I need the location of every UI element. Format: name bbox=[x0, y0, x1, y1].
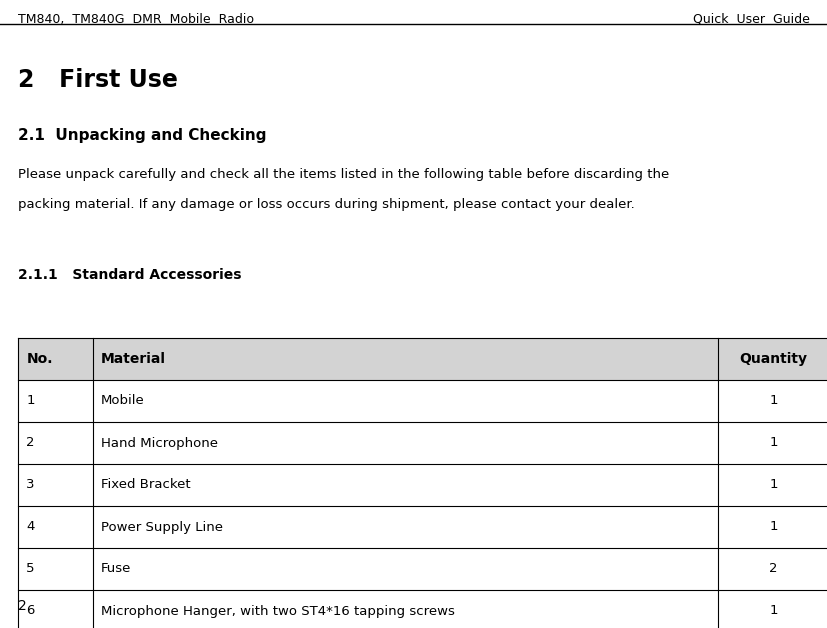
Text: Microphone Hanger, with two ST4*16 tapping screws: Microphone Hanger, with two ST4*16 tappi… bbox=[101, 605, 454, 617]
Text: 1: 1 bbox=[768, 605, 777, 617]
Bar bbox=[18, 548, 827, 590]
Text: Quantity: Quantity bbox=[739, 352, 806, 366]
Text: Quick  User  Guide: Quick User Guide bbox=[692, 13, 809, 26]
Text: Power Supply Line: Power Supply Line bbox=[101, 521, 222, 534]
Text: 5: 5 bbox=[26, 563, 35, 575]
Bar bbox=[18, 380, 827, 422]
Text: 1: 1 bbox=[768, 521, 777, 534]
Text: Fuse: Fuse bbox=[101, 563, 131, 575]
Text: No.: No. bbox=[26, 352, 53, 366]
Text: 2: 2 bbox=[18, 599, 26, 613]
Text: Please unpack carefully and check all the items listed in the following table be: Please unpack carefully and check all th… bbox=[18, 168, 668, 181]
Text: 1: 1 bbox=[26, 394, 35, 408]
Text: Material: Material bbox=[101, 352, 165, 366]
Text: 2.1  Unpacking and Checking: 2.1 Unpacking and Checking bbox=[18, 128, 266, 143]
Text: 4: 4 bbox=[26, 521, 35, 534]
Bar bbox=[18, 590, 827, 628]
Text: 2: 2 bbox=[768, 563, 777, 575]
Text: 2.1.1   Standard Accessories: 2.1.1 Standard Accessories bbox=[18, 268, 241, 282]
Text: packing material. If any damage or loss occurs during shipment, please contact y: packing material. If any damage or loss … bbox=[18, 198, 634, 211]
Text: 6: 6 bbox=[26, 605, 35, 617]
Bar bbox=[18, 338, 827, 380]
Text: 3: 3 bbox=[26, 479, 35, 492]
Text: 2: 2 bbox=[26, 436, 35, 450]
Bar bbox=[18, 506, 827, 548]
Text: 1: 1 bbox=[768, 394, 777, 408]
Bar bbox=[18, 422, 827, 464]
Text: 1: 1 bbox=[768, 479, 777, 492]
Bar bbox=[18, 464, 827, 506]
Text: 1: 1 bbox=[768, 436, 777, 450]
Text: Hand Microphone: Hand Microphone bbox=[101, 436, 218, 450]
Text: Mobile: Mobile bbox=[101, 394, 145, 408]
Text: TM840,  TM840G  DMR  Mobile  Radio: TM840, TM840G DMR Mobile Radio bbox=[18, 13, 254, 26]
Text: Fixed Bracket: Fixed Bracket bbox=[101, 479, 190, 492]
Text: 2   First Use: 2 First Use bbox=[18, 68, 178, 92]
